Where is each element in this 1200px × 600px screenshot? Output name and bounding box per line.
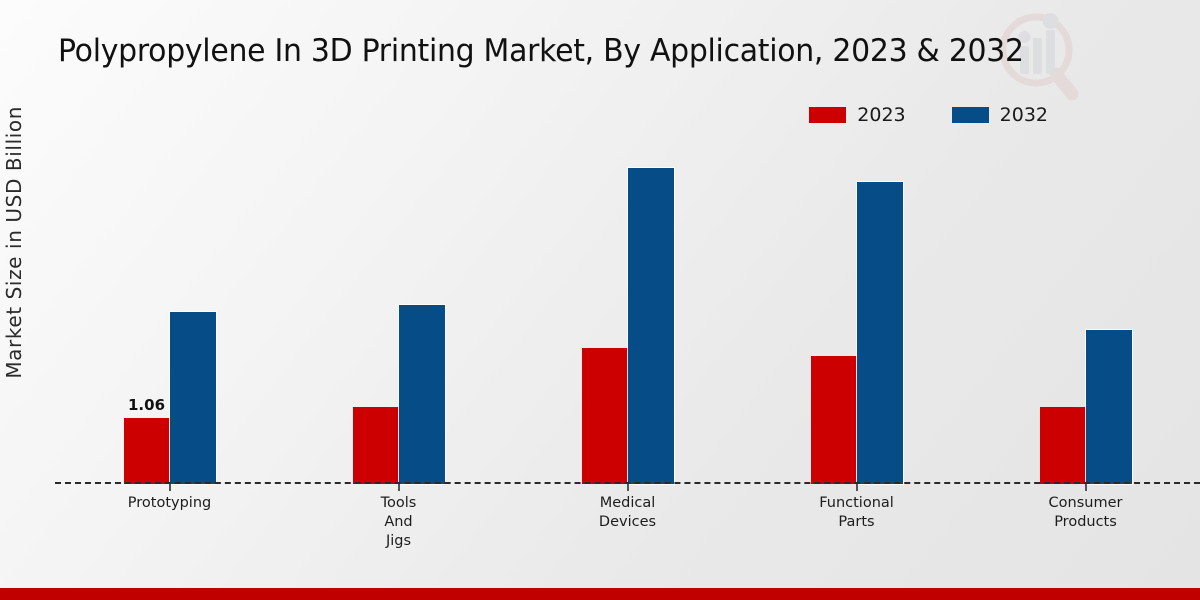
bar-2023[interactable] — [810, 356, 857, 484]
x-category-label: Consumer Products — [1048, 495, 1123, 530]
x-tick-mark — [168, 484, 171, 491]
legend-item-2023[interactable]: 2023 — [809, 104, 906, 126]
bar-group — [513, 150, 742, 485]
bar-2023[interactable] — [352, 407, 399, 484]
footer-accent-bar — [0, 588, 1200, 600]
bar-value-label: 1.06 — [127, 396, 166, 414]
x-tick-cell: Functional Parts — [742, 484, 971, 554]
bar-2032[interactable] — [1084, 329, 1133, 485]
legend-swatch-blue — [951, 107, 989, 123]
x-category-label: Medical Devices — [598, 495, 657, 530]
bar-group: 1.06 — [55, 150, 284, 485]
x-tick-cell: Tools And Jigs — [284, 484, 513, 554]
x-tick-mark — [1084, 484, 1087, 491]
x-tick-cell: Prototyping — [55, 484, 284, 554]
x-category-label: Prototyping — [127, 495, 212, 511]
x-axis-baseline — [55, 482, 1200, 484]
bar-2032[interactable] — [397, 304, 446, 485]
x-category-label: Tools And Jigs — [380, 495, 417, 549]
x-tick-cell: Consumer Products — [971, 484, 1200, 554]
bar-group — [742, 150, 971, 485]
y-axis-title: Market Size in USD Billion — [2, 0, 26, 600]
bar-group — [284, 150, 513, 485]
x-tick-cell: Medical Devices — [513, 484, 742, 554]
plot-area: 1.06 — [55, 150, 1200, 485]
x-tick-mark — [855, 484, 858, 491]
legend-swatch-red — [809, 107, 847, 123]
legend-item-2032[interactable]: 2032 — [951, 104, 1048, 126]
bar-2023[interactable] — [1039, 407, 1086, 484]
bar-2023[interactable] — [581, 348, 628, 484]
x-tick-mark — [397, 484, 400, 491]
bar-2032[interactable] — [626, 167, 675, 485]
bar-2032[interactable] — [168, 311, 217, 485]
bar-groups: 1.06 — [55, 150, 1200, 485]
legend-label-2023: 2023 — [857, 104, 906, 126]
bar-2032[interactable] — [855, 181, 904, 485]
y-axis-title-text: Market Size in USD Billion — [2, 106, 26, 379]
legend-label-2032: 2032 — [999, 104, 1048, 126]
bar-group — [971, 150, 1200, 485]
bar-2023[interactable]: 1.06 — [123, 396, 170, 484]
chart-title: Polypropylene In 3D Printing Market, By … — [58, 33, 1024, 69]
x-axis-category-labels: Prototyping Tools And Jigs Medical Devices Fun… — [55, 484, 1200, 554]
chart-legend: 2023 2032 — [809, 104, 1048, 126]
x-category-label: Functional Parts — [819, 495, 894, 530]
x-tick-mark — [626, 484, 629, 491]
